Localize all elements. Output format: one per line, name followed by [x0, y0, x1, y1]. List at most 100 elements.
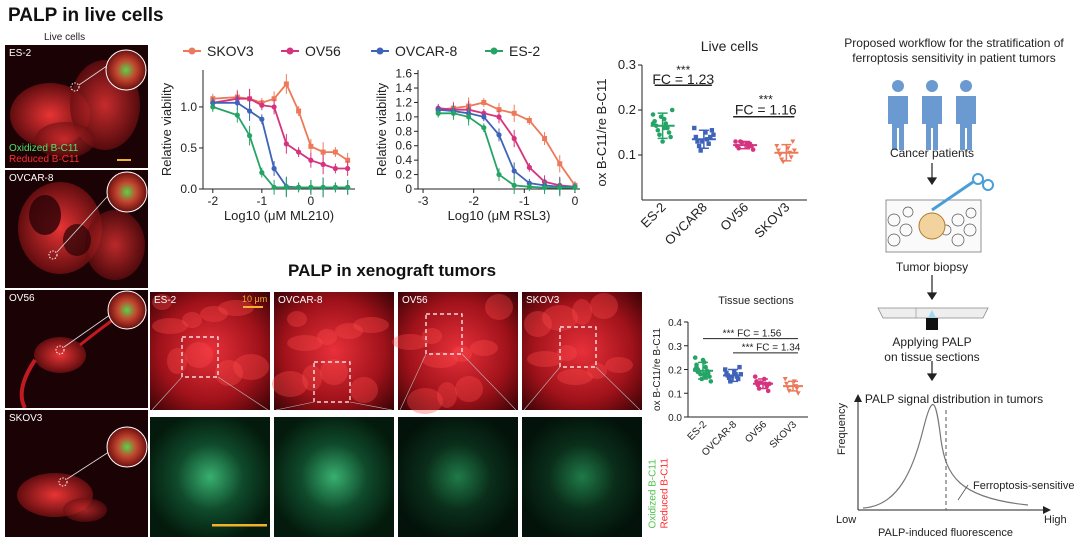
significance-stars: ***	[676, 63, 690, 77]
y-tick-label: 0.1	[618, 147, 636, 162]
distribution-xlabel: PALP-induced fluorescence	[878, 527, 1013, 539]
zoom-line	[217, 376, 269, 411]
micrograph-es2: ES-2 Oxidized B-C11 Reduced B-C11	[5, 45, 148, 168]
data-point	[754, 379, 759, 384]
legend-marker	[286, 47, 294, 55]
data-point	[496, 107, 502, 113]
y-tick-label: 0.4	[395, 153, 412, 167]
tissue-cell	[422, 352, 458, 368]
data-point	[794, 386, 800, 391]
series-line	[212, 106, 348, 189]
data-point	[526, 164, 532, 170]
workflow-arrows	[926, 163, 938, 382]
y-tick-label: 0.2	[668, 366, 682, 377]
data-point	[791, 148, 797, 153]
legend-marker	[376, 47, 384, 55]
tissue-cell	[152, 294, 172, 310]
y-axis-label: ox B-C11/re B-C11	[652, 328, 663, 411]
chart-ml210: -2 -1 0 0.0 0.5 1.0 Log10 (μM ML210) Relative v…	[159, 70, 355, 223]
zoom-line	[151, 376, 183, 411]
data-point	[703, 364, 708, 370]
data-point	[332, 165, 338, 172]
legend-oxidized-vertical: Oxidized B-C11	[647, 459, 659, 529]
patients-icon	[888, 80, 976, 150]
cell-line-label: OV56	[9, 293, 35, 304]
data-point	[435, 110, 441, 116]
distribution-plot	[854, 394, 1051, 514]
series-legend: SKOV3 OV56 OVCAR-8 ES-2	[183, 40, 573, 62]
data-point	[723, 367, 728, 372]
y-tick-label: 0.2	[395, 168, 412, 182]
tissue-green-tile	[150, 417, 270, 537]
y-tick-label: 0.2	[618, 102, 636, 117]
y-tick-label: 1.0	[180, 100, 197, 114]
data-point	[496, 171, 502, 178]
tissue-cell	[152, 318, 188, 334]
series-line	[438, 101, 576, 186]
x-tick-label: ES-2	[638, 200, 669, 231]
data-point	[541, 184, 548, 191]
series-line	[438, 112, 575, 189]
tissue-red-tile	[522, 292, 642, 410]
data-point	[732, 369, 737, 375]
data-point	[332, 184, 338, 190]
vertical-legend-reduced: Reduced B-C11	[658, 440, 672, 530]
data-point	[700, 357, 706, 363]
data-point	[650, 121, 656, 126]
scale-bar-zoom	[212, 524, 267, 527]
data-point	[271, 184, 277, 190]
cell-image	[18, 171, 148, 280]
y-tick-label: 0.8	[395, 124, 412, 138]
data-point	[511, 168, 517, 174]
y-tick-label: 1.2	[395, 95, 412, 109]
chart-live-ratio: 0.1 0.2 0.3 ox B-C11/re B-C11 Live cells ES-2…	[594, 38, 807, 248]
data-point	[737, 364, 742, 370]
cell-line-label: SKOV3	[9, 413, 43, 424]
x-tick-label: -3	[418, 194, 429, 208]
data-point	[782, 377, 788, 382]
data-point	[655, 127, 661, 133]
scale-bar	[243, 306, 263, 308]
data-point	[666, 130, 672, 135]
data-point	[765, 388, 771, 394]
live-cells-label: Live cells	[44, 32, 86, 43]
fold-change-label: FC = 1.23	[652, 71, 714, 87]
tissue-cell	[557, 345, 577, 361]
legend-reduced-vertical: Reduced B-C11	[659, 458, 671, 529]
series-line	[212, 101, 348, 189]
zoom-line	[461, 353, 517, 411]
workflow-step4: PALP signal distribution in tumors	[864, 392, 1044, 406]
xenograft-grid: ES-2 OVCAR-8 OV56 SKOV3 10 μm	[150, 292, 645, 537]
fold-change-label: *** FC = 1.56	[723, 328, 782, 339]
data-point	[650, 112, 656, 117]
data-point	[271, 104, 277, 110]
legend-entry: OV56	[305, 43, 341, 59]
data-point	[320, 184, 326, 190]
legend-entry: OVCAR-8	[395, 43, 457, 59]
data-point	[775, 148, 781, 153]
fold-change-label: *** FC = 1.34	[742, 343, 801, 354]
data-point	[709, 128, 715, 133]
data-point	[320, 149, 326, 155]
tissue-cell	[320, 359, 348, 385]
scale-bar-label: 10 μm	[242, 294, 268, 304]
legend-oxidized: Oxidized B-C11	[9, 143, 79, 154]
data-point	[308, 157, 314, 163]
cell-line-label: ES-2	[9, 48, 32, 59]
tissue-cell	[437, 382, 457, 408]
data-point	[246, 133, 253, 139]
data-point	[660, 139, 665, 144]
data-point	[706, 141, 711, 146]
data-point	[496, 132, 502, 138]
data-point	[750, 147, 756, 152]
tissue-cell	[215, 360, 243, 386]
legend-reduced: Reduced B-C11	[9, 154, 80, 165]
data-point	[557, 161, 563, 167]
data-point	[572, 184, 578, 191]
zoom-line	[275, 401, 315, 411]
data-point	[738, 372, 743, 377]
data-point	[542, 136, 548, 142]
data-point	[496, 114, 502, 120]
slide-icon	[877, 307, 989, 330]
